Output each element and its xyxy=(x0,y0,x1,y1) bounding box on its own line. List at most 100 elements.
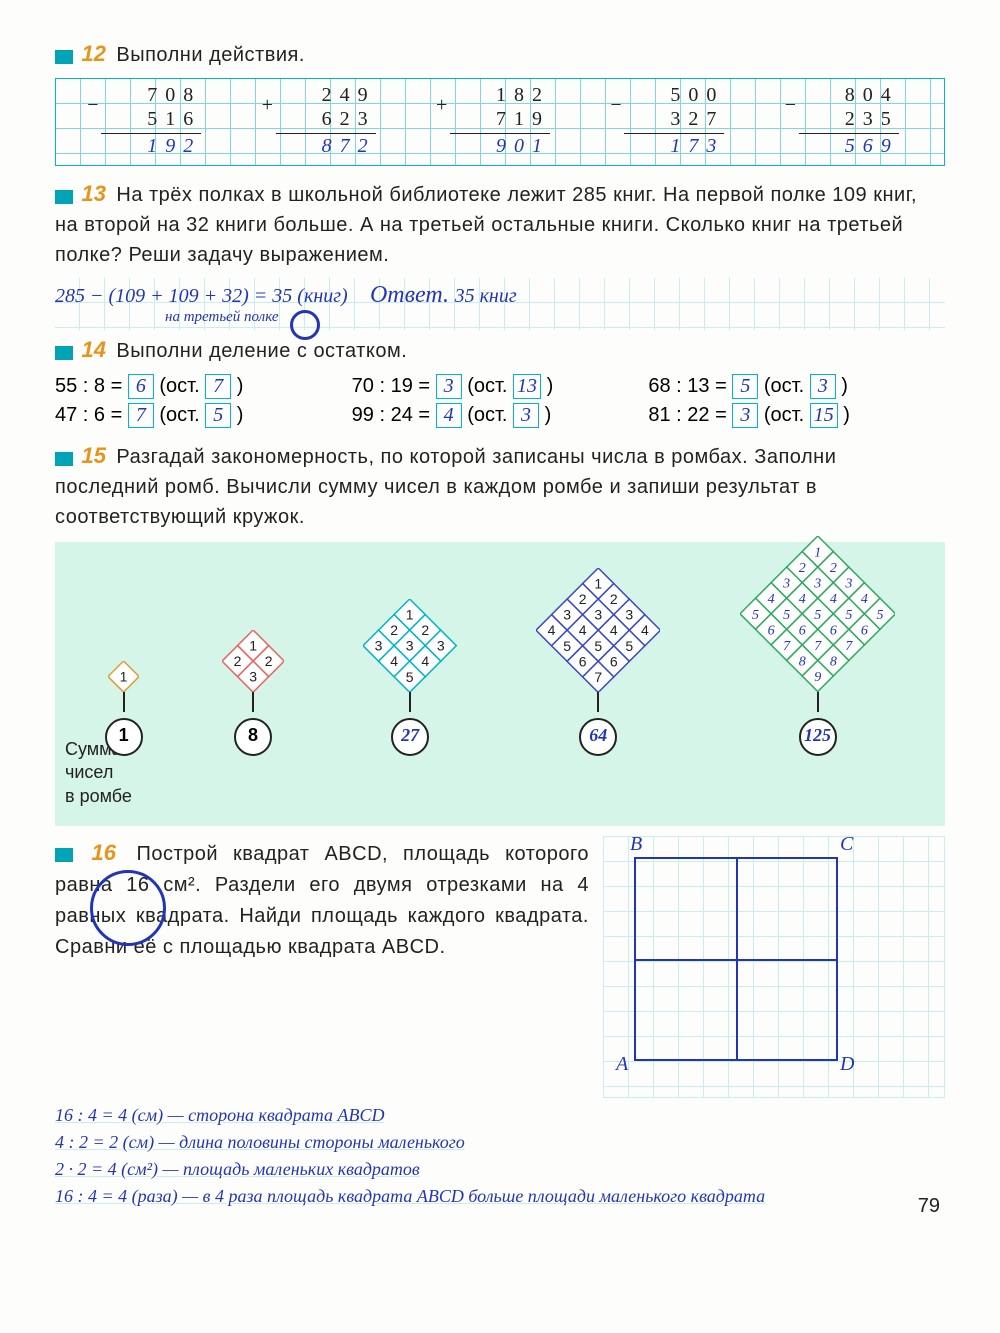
label-b: B xyxy=(630,833,642,856)
task-text: На трёх полках в школьной библиотеке леж… xyxy=(55,184,917,266)
svg-text:4: 4 xyxy=(641,622,649,638)
task-13-header: 13 На трёх полках в школьной библиотеке … xyxy=(55,180,945,270)
sum-circle: 27 xyxy=(391,718,429,756)
svg-text:4: 4 xyxy=(861,593,868,608)
task-text: Разгадай закономерность, по которой запи… xyxy=(55,446,836,528)
svg-text:3: 3 xyxy=(406,637,414,653)
answer-expression: 285 − (109 + 109 + 32) = 35 (книг) xyxy=(55,285,348,307)
solution-line: 4 : 2 = 2 (см) — длина половины стороны … xyxy=(55,1129,945,1156)
svg-text:2: 2 xyxy=(579,591,587,607)
svg-text:6: 6 xyxy=(830,624,837,639)
sum-circle: 64 xyxy=(579,718,617,756)
svg-text:1: 1 xyxy=(406,606,414,622)
svg-text:2: 2 xyxy=(234,653,242,669)
svg-text:4: 4 xyxy=(548,622,556,638)
svg-text:3: 3 xyxy=(437,637,445,653)
square-abcd xyxy=(634,857,838,1061)
task-number: 16 xyxy=(92,840,116,865)
svg-text:7: 7 xyxy=(783,639,791,654)
svg-text:6: 6 xyxy=(861,624,868,639)
division-item: 47 : 6 = 7 (ост. 5 ) xyxy=(55,403,352,428)
marker xyxy=(55,452,73,466)
svg-text:5: 5 xyxy=(563,637,571,653)
svg-text:3: 3 xyxy=(844,577,852,592)
construction-grid: B C A D xyxy=(603,836,945,1098)
task-13-answer: 285 − (109 + 109 + 32) = 35 (книг) Ответ… xyxy=(55,278,945,330)
svg-text:2: 2 xyxy=(391,622,399,638)
svg-text:4: 4 xyxy=(798,593,805,608)
svg-text:1: 1 xyxy=(249,637,257,653)
calc-grid: − 708 516 192+ 249 623 872+ 182 719 901−… xyxy=(55,78,945,166)
task-number: 15 xyxy=(81,443,105,468)
svg-text:3: 3 xyxy=(625,606,633,622)
rhombus-panel: Сумма чисел в ромбе 11122381223334452712… xyxy=(55,542,945,826)
svg-text:8: 8 xyxy=(798,655,805,670)
label-a: A xyxy=(616,1053,628,1076)
svg-text:5: 5 xyxy=(594,637,602,653)
division-item: 81 : 22 = 3 (ост. 15 ) xyxy=(648,403,945,428)
division-item: 68 : 13 = 5 (ост. 3 ) xyxy=(648,374,945,399)
svg-text:6: 6 xyxy=(767,624,774,639)
svg-text:6: 6 xyxy=(579,653,587,669)
column-calculation: + 182 719 901 xyxy=(450,83,550,161)
svg-text:4: 4 xyxy=(610,622,618,638)
svg-text:4: 4 xyxy=(391,653,399,669)
svg-text:9: 9 xyxy=(814,670,821,685)
rhombus-column: 1223334444555556666777889125 xyxy=(740,536,896,756)
column-calculation: − 804 235 569 xyxy=(799,83,899,161)
svg-text:3: 3 xyxy=(813,577,821,592)
svg-text:3: 3 xyxy=(594,606,602,622)
svg-text:5: 5 xyxy=(876,608,883,623)
svg-text:5: 5 xyxy=(845,608,852,623)
solution-lines: 16 : 4 = 4 (см) — сторона квадрата ABCD4… xyxy=(55,1102,945,1210)
svg-text:4: 4 xyxy=(579,622,587,638)
answer-word: Ответ. xyxy=(370,282,449,308)
answer-value: 35 книг xyxy=(455,285,517,307)
division-item: 99 : 24 = 4 (ост. 3 ) xyxy=(352,403,649,428)
division-item: 55 : 8 = 6 (ост. 7 ) xyxy=(55,374,352,399)
task-number: 13 xyxy=(81,181,105,206)
marker xyxy=(55,50,73,64)
task-14-header: 14 Выполни деление с остатком. xyxy=(55,336,945,366)
label-line: в ромбе xyxy=(65,786,132,806)
svg-text:2: 2 xyxy=(610,591,618,607)
marker xyxy=(55,346,73,360)
column-calculation: + 249 623 872 xyxy=(276,83,376,161)
solution-line: 2 · 2 = 4 (см²) — площадь маленьких квад… xyxy=(55,1156,945,1183)
svg-text:2: 2 xyxy=(798,562,805,577)
svg-text:1: 1 xyxy=(594,575,602,591)
svg-text:6: 6 xyxy=(610,653,618,669)
marker xyxy=(55,190,73,204)
rhombus-column: 12233344527 xyxy=(363,599,456,756)
svg-text:5: 5 xyxy=(814,608,821,623)
division-rows: 55 : 8 = 6 (ост. 7 )70 : 19 = 3 (ост. 13… xyxy=(55,374,945,428)
column-calculation: − 500 327 173 xyxy=(624,83,724,161)
label-c: C xyxy=(840,833,853,856)
svg-text:2: 2 xyxy=(422,622,430,638)
svg-text:4: 4 xyxy=(422,653,430,669)
svg-text:2: 2 xyxy=(265,653,273,669)
svg-text:4: 4 xyxy=(830,593,837,608)
task-15-header: 15 Разгадай закономерность, по которой з… xyxy=(55,442,945,532)
divider-horizontal xyxy=(636,959,836,961)
column-calculation: − 708 516 192 xyxy=(101,83,201,161)
division-item: 70 : 19 = 3 (ост. 13 ) xyxy=(352,374,649,399)
solution-line: 16 : 4 = 4 (раза) — в 4 раза площадь ква… xyxy=(55,1183,945,1210)
svg-text:5: 5 xyxy=(406,668,414,684)
solution-line: 16 : 4 = 4 (см) — сторона квадрата ABCD xyxy=(55,1102,945,1129)
svg-text:6: 6 xyxy=(798,624,805,639)
page-number: 79 xyxy=(918,1195,940,1218)
svg-text:3: 3 xyxy=(375,637,383,653)
svg-text:5: 5 xyxy=(783,608,790,623)
svg-text:7: 7 xyxy=(814,639,822,654)
svg-text:7: 7 xyxy=(594,668,602,684)
task-number: 14 xyxy=(81,337,105,362)
rhombus-column: 122333444455566764 xyxy=(536,568,660,756)
svg-text:1: 1 xyxy=(120,668,128,684)
rhombus-column: 11 xyxy=(105,661,143,756)
svg-text:1: 1 xyxy=(814,546,821,561)
sum-circle: 1 xyxy=(105,718,143,756)
sum-circle: 125 xyxy=(799,718,837,756)
svg-text:3: 3 xyxy=(249,668,257,684)
svg-text:2: 2 xyxy=(830,562,837,577)
